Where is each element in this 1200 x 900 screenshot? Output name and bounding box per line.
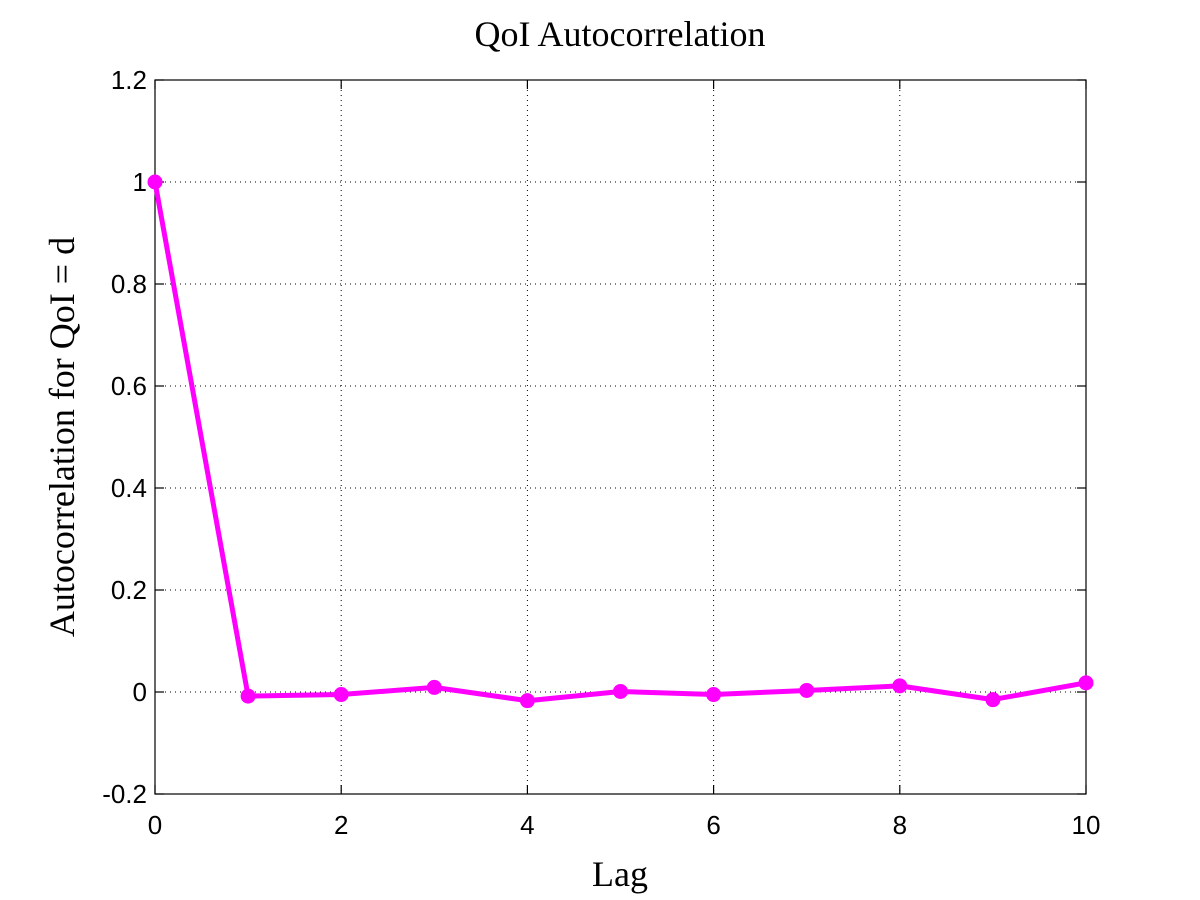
data-point [985, 692, 1001, 708]
data-point [333, 687, 349, 703]
y-tick-label: 0 [133, 677, 147, 707]
y-tick-label: 0.4 [111, 473, 147, 503]
plot-area-frame [154, 79, 1087, 795]
y-tick-label: 1 [133, 167, 147, 197]
x-tick-label: 6 [706, 810, 720, 840]
axis-ticks: 0 2 4 6 8 10-0.200.20.40.60.811.2 [102, 65, 1100, 840]
data-point [706, 687, 722, 703]
y-tick-label: -0.2 [102, 779, 147, 809]
data-point [892, 678, 908, 694]
y-tick-label: 1.2 [111, 65, 147, 95]
x-tick-label: 8 [893, 810, 907, 840]
y-tick-label: 0.6 [111, 371, 147, 401]
x-tick-label: 0 [148, 810, 162, 840]
x-axis-label: Lag [592, 854, 648, 894]
y-tick-label: 0.2 [111, 575, 147, 605]
y-axis-label: Autocorrelation for QoI = d [42, 237, 82, 637]
y-tick-label: 0.8 [111, 269, 147, 299]
series-line [152, 181, 1087, 704]
chart-title: QoI Autocorrelation [475, 14, 766, 54]
data-point [799, 682, 815, 698]
data-point [613, 683, 628, 699]
data-point [519, 693, 535, 709]
data-point [147, 174, 163, 190]
data-point [426, 679, 442, 695]
data-point [240, 688, 256, 704]
data-point [1078, 675, 1094, 691]
series-layer [147, 174, 1094, 709]
x-tick-label: 2 [334, 810, 348, 840]
x-tick-label: 4 [520, 810, 534, 840]
x-tick-label: 10 [1072, 810, 1101, 840]
